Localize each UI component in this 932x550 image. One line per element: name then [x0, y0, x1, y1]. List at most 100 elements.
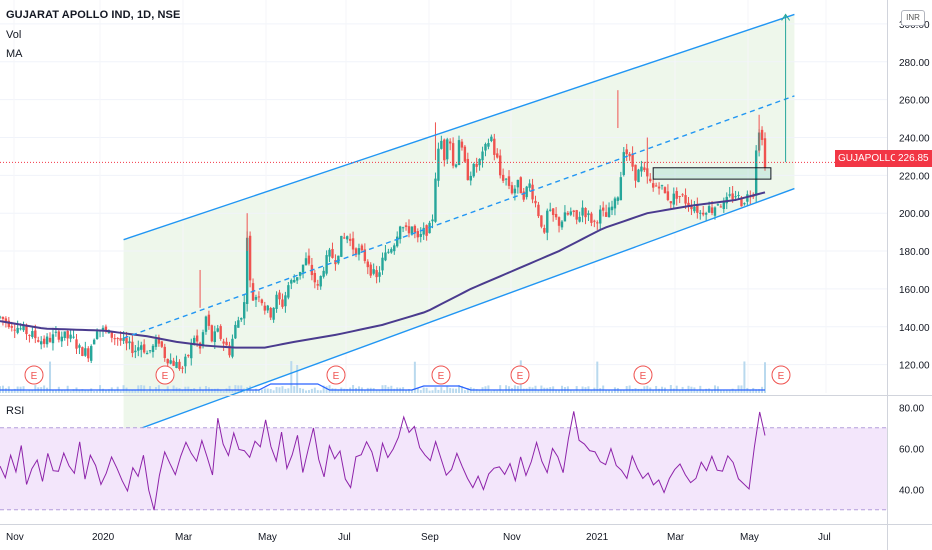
- candle-body: [410, 226, 414, 235]
- candle-body: [45, 336, 49, 345]
- grid: [0, 23, 887, 366]
- candle-body: [278, 292, 281, 300]
- candle-body: [10, 326, 13, 328]
- channel-mid-line: [123, 95, 795, 339]
- volume-bar: [163, 389, 166, 393]
- regression-channel[interactable]: [123, 13, 795, 436]
- volume-indicator-label[interactable]: Vol: [6, 29, 22, 41]
- volume-bar: [493, 389, 496, 393]
- candle-body: [690, 205, 693, 210]
- candle-body: [101, 327, 105, 330]
- candle-body: [616, 197, 620, 201]
- candle-body: [87, 348, 90, 359]
- candle-body: [660, 185, 664, 187]
- candle-body: [554, 213, 558, 218]
- candle-body: [631, 153, 634, 167]
- volume-bar: [631, 388, 634, 393]
- candle-body: [713, 207, 717, 216]
- volume-bar: [322, 385, 325, 393]
- volume-bar: [313, 387, 316, 393]
- candle-body: [69, 334, 72, 339]
- currency-badge[interactable]: INR: [901, 10, 925, 26]
- candle-body: [413, 225, 417, 233]
- volume-bar: [410, 390, 413, 393]
- volume-bar: [452, 388, 455, 393]
- volume-bars: [0, 360, 766, 393]
- candle-body: [216, 328, 219, 332]
- candle-body: [628, 153, 631, 157]
- candle-body: [181, 367, 184, 369]
- rsi-tick-label: 40.00: [899, 485, 924, 496]
- price-tick-label: 260.00: [899, 96, 930, 107]
- volume-bar: [293, 386, 296, 393]
- candle-body: [248, 235, 252, 281]
- candle-body: [381, 257, 384, 271]
- earnings-marker: [633, 365, 653, 385]
- candle-body: [478, 158, 481, 166]
- channel-fill: [123, 14, 795, 435]
- candle-body: [637, 169, 640, 183]
- candle-body: [172, 360, 175, 366]
- candle-body: [175, 362, 178, 368]
- volume-bar: [101, 388, 104, 393]
- volume-bar: [687, 385, 690, 393]
- volume-bar: [496, 390, 499, 393]
- candle-body: [463, 146, 467, 162]
- candle-body: [434, 178, 437, 222]
- candle-body: [240, 318, 243, 320]
- candle-body: [663, 187, 667, 194]
- volume-bar: [240, 385, 243, 393]
- volume-bar: [334, 388, 337, 393]
- volume-bar: [181, 389, 184, 393]
- volume-bar: [104, 389, 107, 393]
- candle-body: [269, 308, 272, 318]
- candle-body: [543, 228, 546, 233]
- volume-bar: [325, 386, 328, 393]
- candle-body: [384, 252, 387, 261]
- volume-bar: [522, 388, 525, 393]
- candle-body: [710, 207, 714, 214]
- candle-body: [25, 324, 28, 335]
- volume-bar: [131, 390, 134, 393]
- candle-body: [316, 284, 319, 286]
- volume-bar: [458, 385, 460, 393]
- rsi-indicator-label[interactable]: RSI: [6, 405, 25, 417]
- annotations[interactable]: [0, 13, 887, 180]
- candle-body: [210, 325, 214, 342]
- candle-body: [287, 285, 290, 298]
- channel-area: [123, 14, 795, 435]
- volume-bar: [352, 385, 355, 393]
- candle-body: [128, 341, 131, 344]
- candle-body: [560, 221, 564, 228]
- volume-bar: [758, 389, 761, 393]
- volume-bar: [337, 389, 340, 393]
- moving-average: [0, 191, 766, 349]
- earnings-marker: [326, 365, 346, 385]
- candle-body: [290, 280, 293, 284]
- volume-bar: [252, 390, 255, 393]
- candle-body: [601, 207, 605, 211]
- candle-body: [243, 302, 246, 319]
- candle-body: [13, 329, 16, 331]
- candle-body: [681, 194, 684, 196]
- candle-body: [431, 219, 434, 222]
- volume-bar: [537, 390, 540, 393]
- symbol-price-tag: GUJAPOLLO: [835, 150, 902, 167]
- candle-body: [137, 347, 140, 351]
- candle-body: [501, 174, 505, 181]
- candle-body: [345, 236, 349, 240]
- candle-body: [622, 152, 625, 175]
- volume-bar: [622, 389, 625, 393]
- volume-bar: [384, 385, 387, 393]
- volume-bar: [60, 390, 63, 393]
- volume-bar: [381, 385, 384, 393]
- candle-body: [475, 163, 478, 167]
- candle-body: [693, 206, 696, 212]
- candle-body: [116, 338, 119, 340]
- ma-indicator-label[interactable]: MA: [6, 48, 23, 60]
- candle-body: [610, 206, 614, 211]
- candle-body: [666, 191, 670, 201]
- candle-body: [157, 337, 161, 344]
- candle-body: [507, 176, 511, 186]
